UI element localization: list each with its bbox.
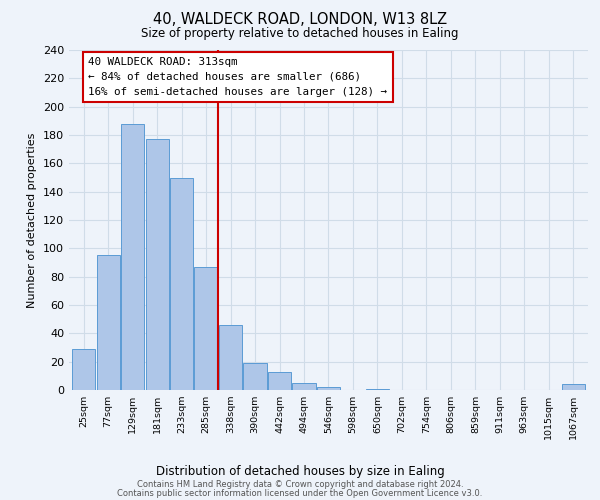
Bar [317, 387, 340, 390]
Bar [146, 139, 169, 390]
Bar [268, 372, 291, 390]
Bar [72, 349, 95, 390]
Text: Distribution of detached houses by size in Ealing: Distribution of detached houses by size … [155, 464, 445, 477]
Bar [292, 383, 316, 390]
Bar [244, 363, 266, 390]
Bar [562, 384, 585, 390]
Bar [219, 325, 242, 390]
Text: Contains public sector information licensed under the Open Government Licence v3: Contains public sector information licen… [118, 490, 482, 498]
Bar [97, 256, 120, 390]
Text: Size of property relative to detached houses in Ealing: Size of property relative to detached ho… [141, 28, 459, 40]
Text: Contains HM Land Registry data © Crown copyright and database right 2024.: Contains HM Land Registry data © Crown c… [137, 480, 463, 489]
Bar [121, 124, 144, 390]
Bar [366, 388, 389, 390]
Text: 40, WALDECK ROAD, LONDON, W13 8LZ: 40, WALDECK ROAD, LONDON, W13 8LZ [153, 12, 447, 28]
Text: 40 WALDECK ROAD: 313sqm
← 84% of detached houses are smaller (686)
16% of semi-d: 40 WALDECK ROAD: 313sqm ← 84% of detache… [88, 57, 387, 96]
Y-axis label: Number of detached properties: Number of detached properties [28, 132, 37, 308]
Bar [170, 178, 193, 390]
Bar [194, 267, 218, 390]
